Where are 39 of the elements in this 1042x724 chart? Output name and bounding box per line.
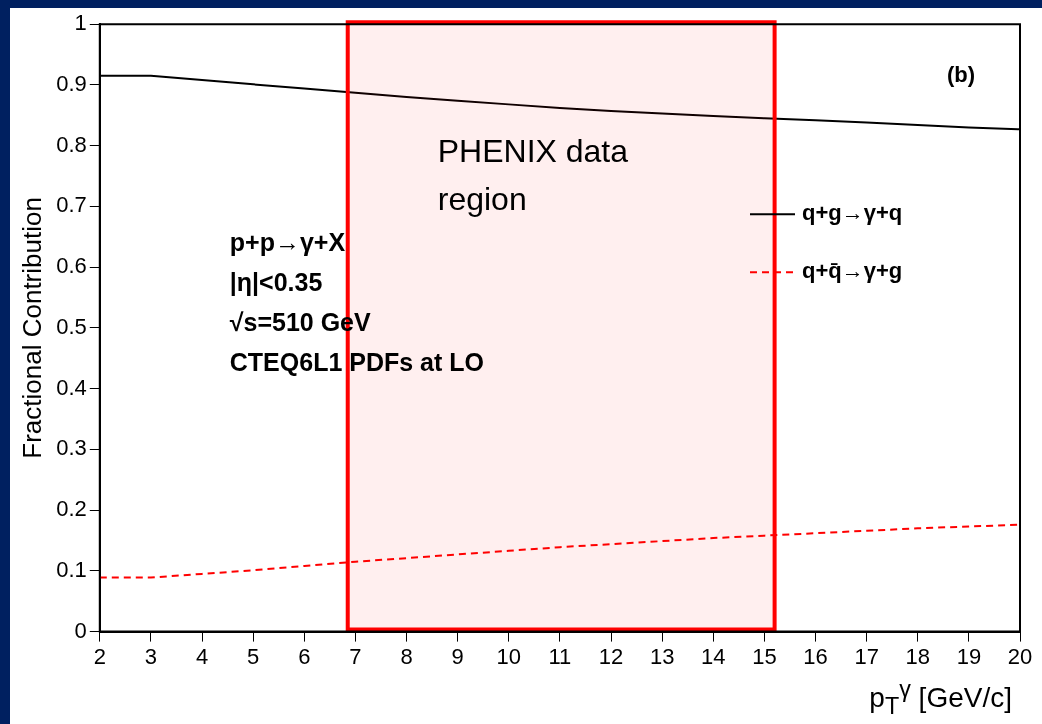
y-axis-title: Fractional Contribution [16, 197, 47, 459]
y-tick-label: 0.7 [56, 192, 87, 218]
x-tick-label: 19 [956, 643, 982, 669]
x-tick-label: 20 [1007, 643, 1033, 669]
y-tick-label: 0.5 [56, 313, 87, 339]
annotation: (b) [946, 62, 975, 88]
x-tick-label: 13 [649, 643, 675, 669]
x-tick-label: 10 [496, 643, 522, 669]
x-tick-label: 15 [752, 643, 777, 669]
x-tick-label: 4 [195, 643, 209, 669]
legend-label: q+q̄→γ+g [802, 258, 903, 284]
x-tick-label: 2 [93, 643, 106, 669]
y-tick-label: 0.3 [56, 435, 87, 461]
x-tick-label: 8 [400, 643, 413, 669]
x-tick-label: 16 [803, 643, 828, 669]
x-tick-label: 17 [854, 643, 879, 669]
y-tick-label: 0.6 [56, 253, 87, 279]
x-tick-label: 9 [451, 643, 464, 669]
y-tick-label: 0.4 [56, 374, 87, 400]
y-tick-label: 1 [74, 10, 87, 36]
y-tick-label: 0 [74, 617, 87, 643]
x-tick-label: 18 [905, 643, 930, 669]
y-tick-label: 0.1 [56, 556, 87, 582]
x-tick-label: 6 [298, 643, 311, 669]
x-tick-label: 3 [144, 643, 158, 669]
x-tick-label: 11 [548, 643, 572, 669]
x-tick-label: 12 [598, 643, 624, 669]
y-tick-label: 0.8 [56, 131, 87, 157]
annotation: p+p→γ+X [229, 228, 346, 257]
x-axis-title: p$_{T}$$^{γ}$ [GeV/c] [869, 676, 1012, 720]
x-tick-label: 5 [247, 643, 260, 669]
y-tick-label: 0.9 [56, 71, 87, 96]
legend-label: q+g→γ+q [802, 200, 903, 226]
annotation: CTEQ6L1 PDFs at LO [229, 348, 484, 377]
x-tick-label: 7 [349, 643, 362, 669]
x-tick-label: 14 [701, 643, 726, 669]
y-tick-label: 0.2 [56, 496, 87, 522]
annotation: |η|<0.35 [229, 268, 323, 297]
band-label: PHENIX data region [437, 133, 629, 218]
